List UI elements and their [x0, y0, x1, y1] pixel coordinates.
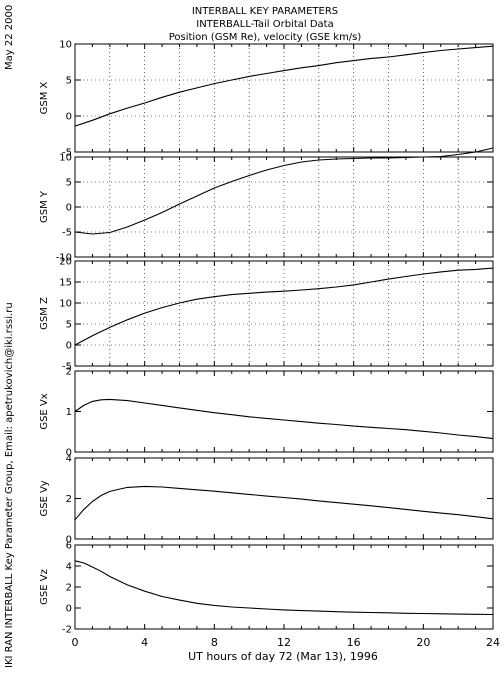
panel-2: -10 -5 0 5 10 GSM Y [39, 147, 494, 264]
panel-4: 0 1 2 GSE Vx [39, 367, 494, 459]
y-tick-label: 15 [59, 278, 72, 289]
y-tick-label: -10 [56, 253, 72, 264]
panel-1: -5 0 5 10 GSM X [39, 40, 494, 159]
y-axis-label: GSE Vy [39, 480, 50, 516]
y-axis-label: GSM X [39, 81, 50, 114]
x-tick-label: 8 [211, 636, 218, 649]
y-tick-label: 10 [59, 40, 72, 51]
y-tick-label: 5 [66, 76, 72, 87]
x-tick-label: 0 [72, 636, 79, 649]
y-tick-label: 0 [66, 341, 72, 352]
series-line [74, 485, 494, 521]
y-tick-label: 4 [66, 454, 72, 465]
series-line [74, 267, 494, 346]
series-line [74, 398, 494, 440]
y-tick-label: -2 [62, 625, 72, 636]
y-axis-label: GSM Z [39, 297, 50, 330]
y-tick-label: 5 [66, 320, 72, 331]
x-tick-label: 12 [277, 636, 291, 649]
x-tick-label: 4 [141, 636, 148, 649]
panel-frame [74, 544, 494, 630]
series-line [74, 560, 494, 616]
y-tick-label: 10 [59, 153, 72, 164]
panel-5: 0 2 4 GSE Vy [39, 454, 494, 546]
y-tick-label: 6 [66, 541, 72, 552]
y-tick-label: 0 [66, 604, 72, 615]
y-tick-label: 20 [59, 257, 72, 268]
y-tick-label: 4 [66, 562, 72, 573]
y-tick-label: -5 [62, 362, 72, 373]
x-axis-label: UT hours of day 72 (Mar 13), 1996 [188, 650, 378, 663]
panel-frame [74, 370, 494, 453]
y-tick-label: 0 [66, 448, 72, 459]
y-tick-label: 5 [66, 178, 72, 189]
y-tick-label: 10 [59, 299, 72, 310]
panel-frame [74, 457, 494, 540]
y-tick-label: 2 [66, 583, 72, 594]
y-tick-label: 0 [66, 112, 72, 123]
y-tick-label: -5 [62, 148, 72, 159]
credit-label: IKI RAN INTERBALL Key Parameter Group, E… [4, 302, 15, 668]
y-tick-label: 0 [66, 203, 72, 214]
y-axis-label: GSM Y [39, 190, 50, 223]
title: INTERBALL KEY PARAMETERS [192, 6, 338, 17]
series-line [74, 45, 494, 127]
x-tick-label: 24 [486, 636, 500, 649]
subtitle-2: Position (GSM Re), velocity (GSE km/s) [169, 32, 362, 43]
y-axis-label: GSE Vz [39, 569, 50, 605]
y-tick-label: 0 [66, 535, 72, 546]
x-tick-label: 16 [347, 636, 361, 649]
y-tick-label: -5 [62, 228, 72, 239]
date-label: May 22 2000 [4, 5, 15, 70]
x-tick-label: 20 [416, 636, 430, 649]
series-line [74, 147, 494, 235]
panel-6: -2 0 2 4 6 GSE Vz [39, 541, 494, 636]
y-axis-label: GSE Vx [39, 393, 50, 429]
y-tick-label: 1 [66, 407, 72, 418]
y-tick-label: 2 [66, 494, 72, 505]
y-tick-label: 2 [66, 367, 72, 378]
panel-3: -5 0 5 10 15 20 GSM Z [39, 257, 494, 373]
subtitle: INTERBALL-Tail Orbital Data [196, 19, 333, 30]
